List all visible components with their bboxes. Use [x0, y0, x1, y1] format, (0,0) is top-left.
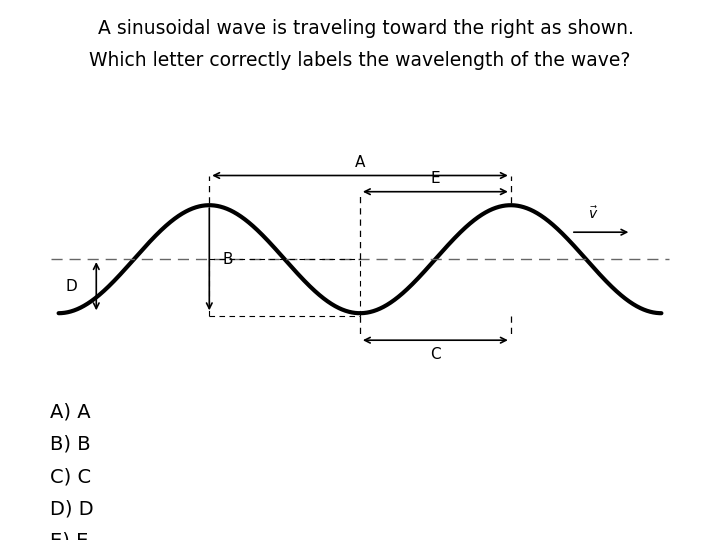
Text: A sinusoidal wave is traveling toward the right as shown.: A sinusoidal wave is traveling toward th… [86, 19, 634, 38]
Text: D) D: D) D [50, 500, 94, 518]
Text: E: E [431, 171, 440, 186]
Text: C) C: C) C [50, 467, 91, 486]
Text: $\vec{v}$: $\vec{v}$ [588, 206, 599, 222]
Text: Which letter correctly labels the wavelength of the wave?: Which letter correctly labels the wavele… [89, 51, 631, 70]
Text: A) A: A) A [50, 402, 91, 421]
Text: D: D [66, 279, 78, 294]
Text: B: B [223, 252, 233, 267]
Text: C: C [430, 347, 441, 362]
Text: B) B: B) B [50, 435, 91, 454]
Text: A: A [355, 155, 365, 170]
Text: E) E: E) E [50, 532, 89, 540]
